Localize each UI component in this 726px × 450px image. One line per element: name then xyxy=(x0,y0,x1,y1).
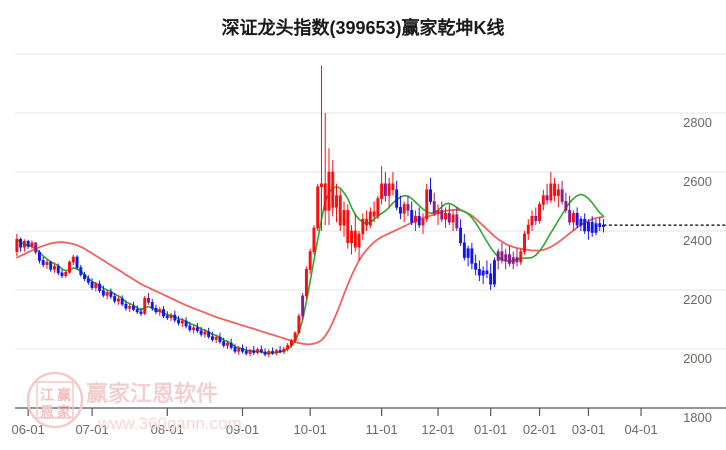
x-tick-label: 09-01 xyxy=(225,422,260,437)
page-title: 深证龙头指数(399653)赢家乾坤K线 xyxy=(221,18,505,38)
x-tick-label: 04-01 xyxy=(624,422,658,437)
watermark-brand: 赢家江恩软件 xyxy=(86,381,219,406)
y-tick-label: 2400 xyxy=(683,233,712,248)
gridlines xyxy=(15,53,726,409)
y-tick-label: 2000 xyxy=(683,351,712,366)
x-tick-label: 08-01 xyxy=(150,422,184,437)
y-tick-label: 1800 xyxy=(683,410,712,425)
candlestick-series xyxy=(15,65,605,358)
x-tick-label: 11-01 xyxy=(365,422,398,437)
y-tick-label: 2600 xyxy=(683,174,712,189)
x-tick-label: 06-01 xyxy=(11,422,45,437)
x-tick-label: 01-01 xyxy=(474,422,508,437)
seal-char-3: 赢 xyxy=(57,387,71,403)
y-tick-label: 2200 xyxy=(683,292,712,307)
ma-long-line xyxy=(15,208,605,346)
x-tick-label: 03-01 xyxy=(571,422,606,437)
watermark-seal-icon: 江 恩 赢 家 xyxy=(26,371,84,429)
seal-char-2: 恩 xyxy=(40,404,54,420)
x-tick-label: 02-01 xyxy=(522,422,557,437)
x-tick-label: 07-01 xyxy=(75,422,109,437)
x-tick-label: 10-01 xyxy=(293,422,327,437)
x-tick-label: 12-01 xyxy=(421,422,455,437)
seal-char-1: 江 xyxy=(40,387,54,403)
x-axis-ticks xyxy=(27,408,642,416)
watermark-url: www.360gann.com xyxy=(98,414,242,433)
y-tick-label: 2800 xyxy=(683,115,712,130)
seal-char-4: 家 xyxy=(57,404,71,420)
